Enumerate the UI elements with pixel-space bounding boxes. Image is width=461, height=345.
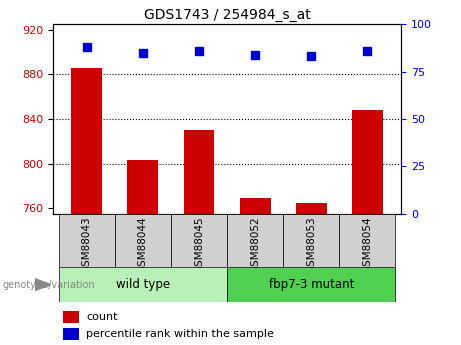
Bar <box>352 110 383 214</box>
Bar <box>115 214 171 267</box>
Point <box>195 48 203 53</box>
Polygon shape <box>35 279 51 290</box>
Bar <box>240 198 271 214</box>
Bar <box>59 267 227 302</box>
Bar <box>183 130 214 214</box>
Text: GSM88043: GSM88043 <box>82 217 92 273</box>
Text: GSM88052: GSM88052 <box>250 217 260 273</box>
Text: count: count <box>86 312 118 322</box>
Point <box>139 50 147 55</box>
Text: genotype/variation: genotype/variation <box>2 280 95 289</box>
Bar <box>64 328 79 340</box>
Bar <box>127 160 158 214</box>
Bar <box>64 310 79 323</box>
Point <box>83 44 90 50</box>
Text: wild type: wild type <box>116 278 170 291</box>
Text: GSM88044: GSM88044 <box>138 217 148 273</box>
Bar <box>339 214 396 267</box>
Point <box>364 48 371 53</box>
Bar <box>296 203 327 214</box>
Point <box>307 53 315 59</box>
Text: GSM88053: GSM88053 <box>306 217 316 273</box>
Bar <box>283 214 339 267</box>
Bar <box>59 214 115 267</box>
Bar <box>71 68 102 214</box>
Text: GSM88054: GSM88054 <box>362 217 372 273</box>
Text: percentile rank within the sample: percentile rank within the sample <box>86 329 274 339</box>
Bar <box>227 214 283 267</box>
Bar <box>227 267 396 302</box>
Text: GSM88045: GSM88045 <box>194 217 204 273</box>
Title: GDS1743 / 254984_s_at: GDS1743 / 254984_s_at <box>144 8 310 22</box>
Point <box>251 52 259 57</box>
Text: fbp7-3 mutant: fbp7-3 mutant <box>269 278 354 291</box>
Bar <box>171 214 227 267</box>
